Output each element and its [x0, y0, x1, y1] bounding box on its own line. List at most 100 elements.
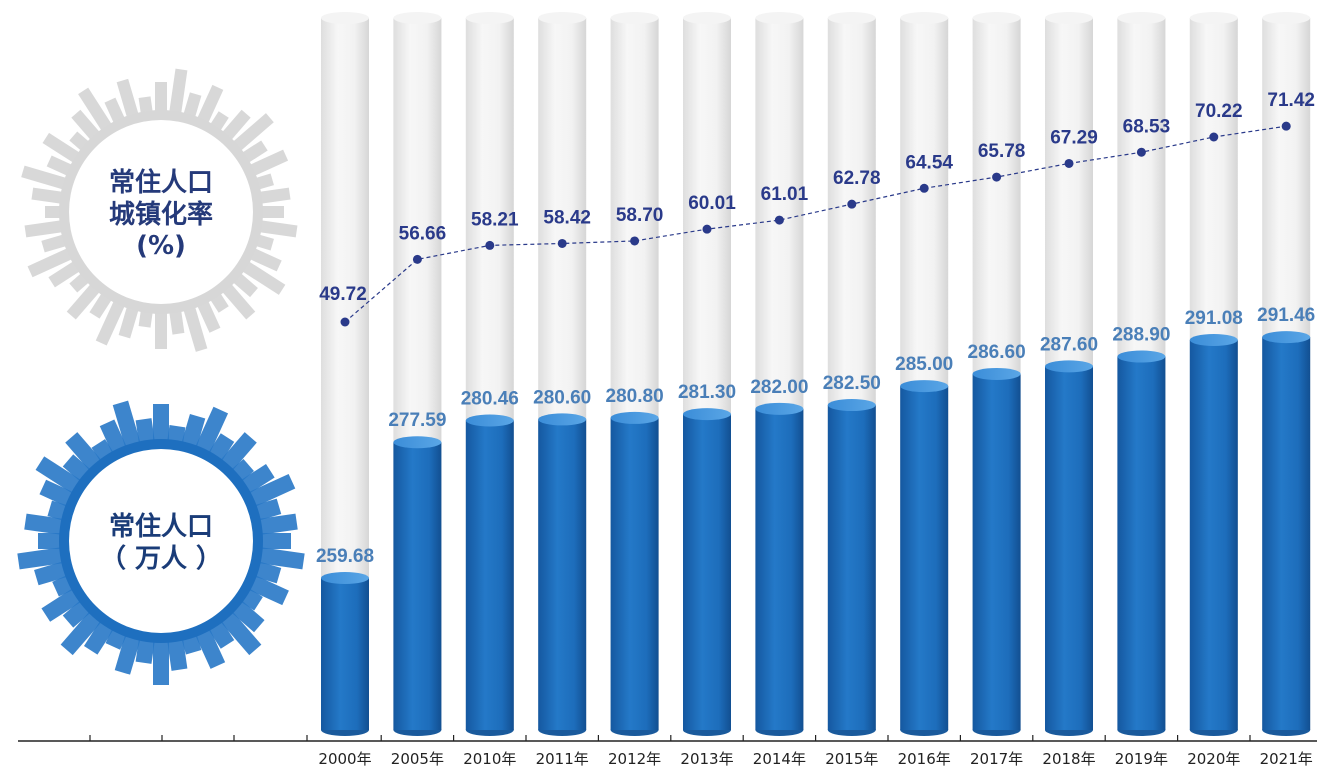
- pop-spikes-silhouette-43: [256, 513, 298, 536]
- population-bar-4: [610, 417, 659, 730]
- rate-spikes-silhouette-38: [220, 109, 251, 142]
- population-bar-top-11: [1117, 350, 1166, 363]
- pop-spikes-silhouette-13: [114, 632, 142, 675]
- rate-spikes-silhouette-20: [41, 233, 69, 253]
- rate-spikes-silhouette-14: [95, 298, 126, 346]
- pop-spikes-silhouette-16: [60, 609, 103, 656]
- rate-spikes-silhouette-41: [247, 149, 289, 177]
- rate-label-7: 62.78: [833, 168, 881, 189]
- population-bar-top-6: [755, 402, 804, 415]
- pop-spikes-silhouette-32: [135, 418, 156, 446]
- rate-line: [344, 125, 1287, 323]
- population-bar-8: [900, 386, 949, 730]
- bar-background-cap-13: [1262, 12, 1311, 24]
- rate-label-12: 70.22: [1195, 101, 1243, 122]
- x-tick-label-5: 2013年: [680, 750, 733, 768]
- x-tick-label-10: 2018年: [1042, 750, 1095, 768]
- rate-point-13: [1281, 121, 1291, 131]
- rate-point-6: [774, 215, 784, 225]
- rate-point-12: [1209, 132, 1219, 142]
- rate-spikes-silhouette-10: [168, 308, 185, 335]
- rate-spikes-silhouette-31: [116, 78, 140, 120]
- population-label-2: 280.46: [461, 388, 519, 409]
- pop-spikes-silhouette-25: [39, 479, 76, 508]
- rate-line-group: [340, 121, 1291, 327]
- population-bar-13: [1262, 337, 1311, 730]
- rate-spikes-silhouette-39: [231, 113, 274, 153]
- pop-spikes-silhouette-15: [83, 619, 115, 655]
- rate-label-10: 67.29: [1050, 127, 1098, 148]
- bar-background-cap-5: [683, 12, 731, 24]
- pop-spikes-silhouette-10: [166, 636, 188, 671]
- population-label-9: 286.60: [968, 342, 1026, 363]
- rate-badge-line3: (%): [136, 231, 186, 262]
- bar-background-cap-9: [972, 12, 1021, 24]
- rate-spikes-silhouette-19: [27, 247, 75, 278]
- population-label-6: 282.00: [750, 377, 808, 398]
- population-badge: [17, 400, 305, 685]
- rate-label-4: 58.70: [616, 205, 664, 226]
- rate-point-5: [702, 224, 712, 234]
- x-tick-label-9: 2017年: [970, 750, 1023, 768]
- population-label-13: 291.46: [1257, 305, 1315, 326]
- rate-point-11: [1136, 147, 1146, 157]
- rate-spikes-silhouette-1: [257, 219, 298, 238]
- pop-spikes-silhouette-35: [180, 414, 206, 450]
- x-tick-label-11: 2019年: [1115, 750, 1168, 768]
- pop-spikes-silhouette-33: [153, 404, 169, 443]
- rate-spikes-silhouette-43: [257, 187, 291, 205]
- population-bar-10: [1045, 366, 1093, 730]
- x-tick-label-7: 2015年: [825, 750, 878, 768]
- population-label-12: 291.08: [1185, 308, 1243, 329]
- population-bar-top-10: [1045, 360, 1093, 373]
- population-bar-3: [538, 419, 587, 730]
- rate-spikes-silhouette-28: [71, 109, 102, 142]
- pop-spikes-silhouette-3: [246, 574, 289, 606]
- rate-badge-center: [69, 120, 253, 304]
- x-tick-label-2: 2010年: [463, 750, 516, 768]
- rate-label-9: 65.78: [978, 141, 1026, 162]
- pop-spikes-silhouette-26: [35, 456, 83, 495]
- rate-spikes-silhouette-6: [220, 282, 256, 320]
- rate-label-1: 56.66: [399, 223, 447, 244]
- rate-spikes-silhouette-0: [259, 206, 284, 218]
- rate-point-8: [919, 183, 929, 193]
- pop-spikes-silhouette-40: [239, 463, 275, 495]
- bar-background-cap-1: [393, 12, 442, 24]
- population-bar-7: [827, 405, 876, 730]
- rate-spikes-silhouette-16: [66, 282, 102, 320]
- rate-label-2: 58.21: [471, 209, 519, 230]
- bar-background-cap-3: [538, 12, 587, 24]
- pop-spikes-silhouette-38: [219, 432, 257, 473]
- pop-spikes-silhouette-12: [135, 636, 156, 664]
- population-bar-11: [1117, 356, 1166, 730]
- bar-background-cap-2: [465, 12, 514, 24]
- population-bar-top-0: [321, 572, 369, 584]
- rate-spikes-silhouette-23: [31, 187, 65, 205]
- rate-point-1: [412, 254, 422, 264]
- rate-point-4: [630, 236, 640, 246]
- population-badge-line2: （ 万人 ）: [99, 543, 223, 574]
- bar-background-cap-11: [1117, 12, 1166, 24]
- population-badge-label: 常住人口 （ 万人 ）: [66, 512, 256, 575]
- rate-point-10: [1064, 158, 1074, 168]
- rate-spikes-silhouette-18: [48, 259, 82, 288]
- rate-label-13: 71.42: [1267, 90, 1315, 111]
- pop-spikes-silhouette-31: [112, 400, 142, 450]
- pop-spikes-silhouette-6: [219, 609, 262, 656]
- rate-spikes-silhouette-24: [21, 165, 69, 191]
- bars-group: [321, 12, 1311, 736]
- rate-spikes-silhouette-36: [196, 84, 224, 126]
- x-tick-label-4: 2012年: [608, 750, 661, 768]
- rate-spikes-silhouette-35: [182, 92, 202, 120]
- rate-spikes-silhouette-9: [182, 304, 208, 352]
- rate-point-2: [485, 240, 495, 250]
- population-bar-top-12: [1189, 334, 1238, 346]
- x-tick-label-8: 2016年: [898, 750, 951, 768]
- pop-spikes-silhouette-28: [65, 432, 103, 473]
- pop-spikes-silhouette-23: [24, 513, 66, 536]
- population-bar-top-9: [972, 367, 1021, 380]
- x-tick-label-0: 2000年: [318, 750, 371, 768]
- pop-spikes-silhouette-41: [246, 473, 296, 508]
- rate-spikes-silhouette-29: [78, 87, 114, 133]
